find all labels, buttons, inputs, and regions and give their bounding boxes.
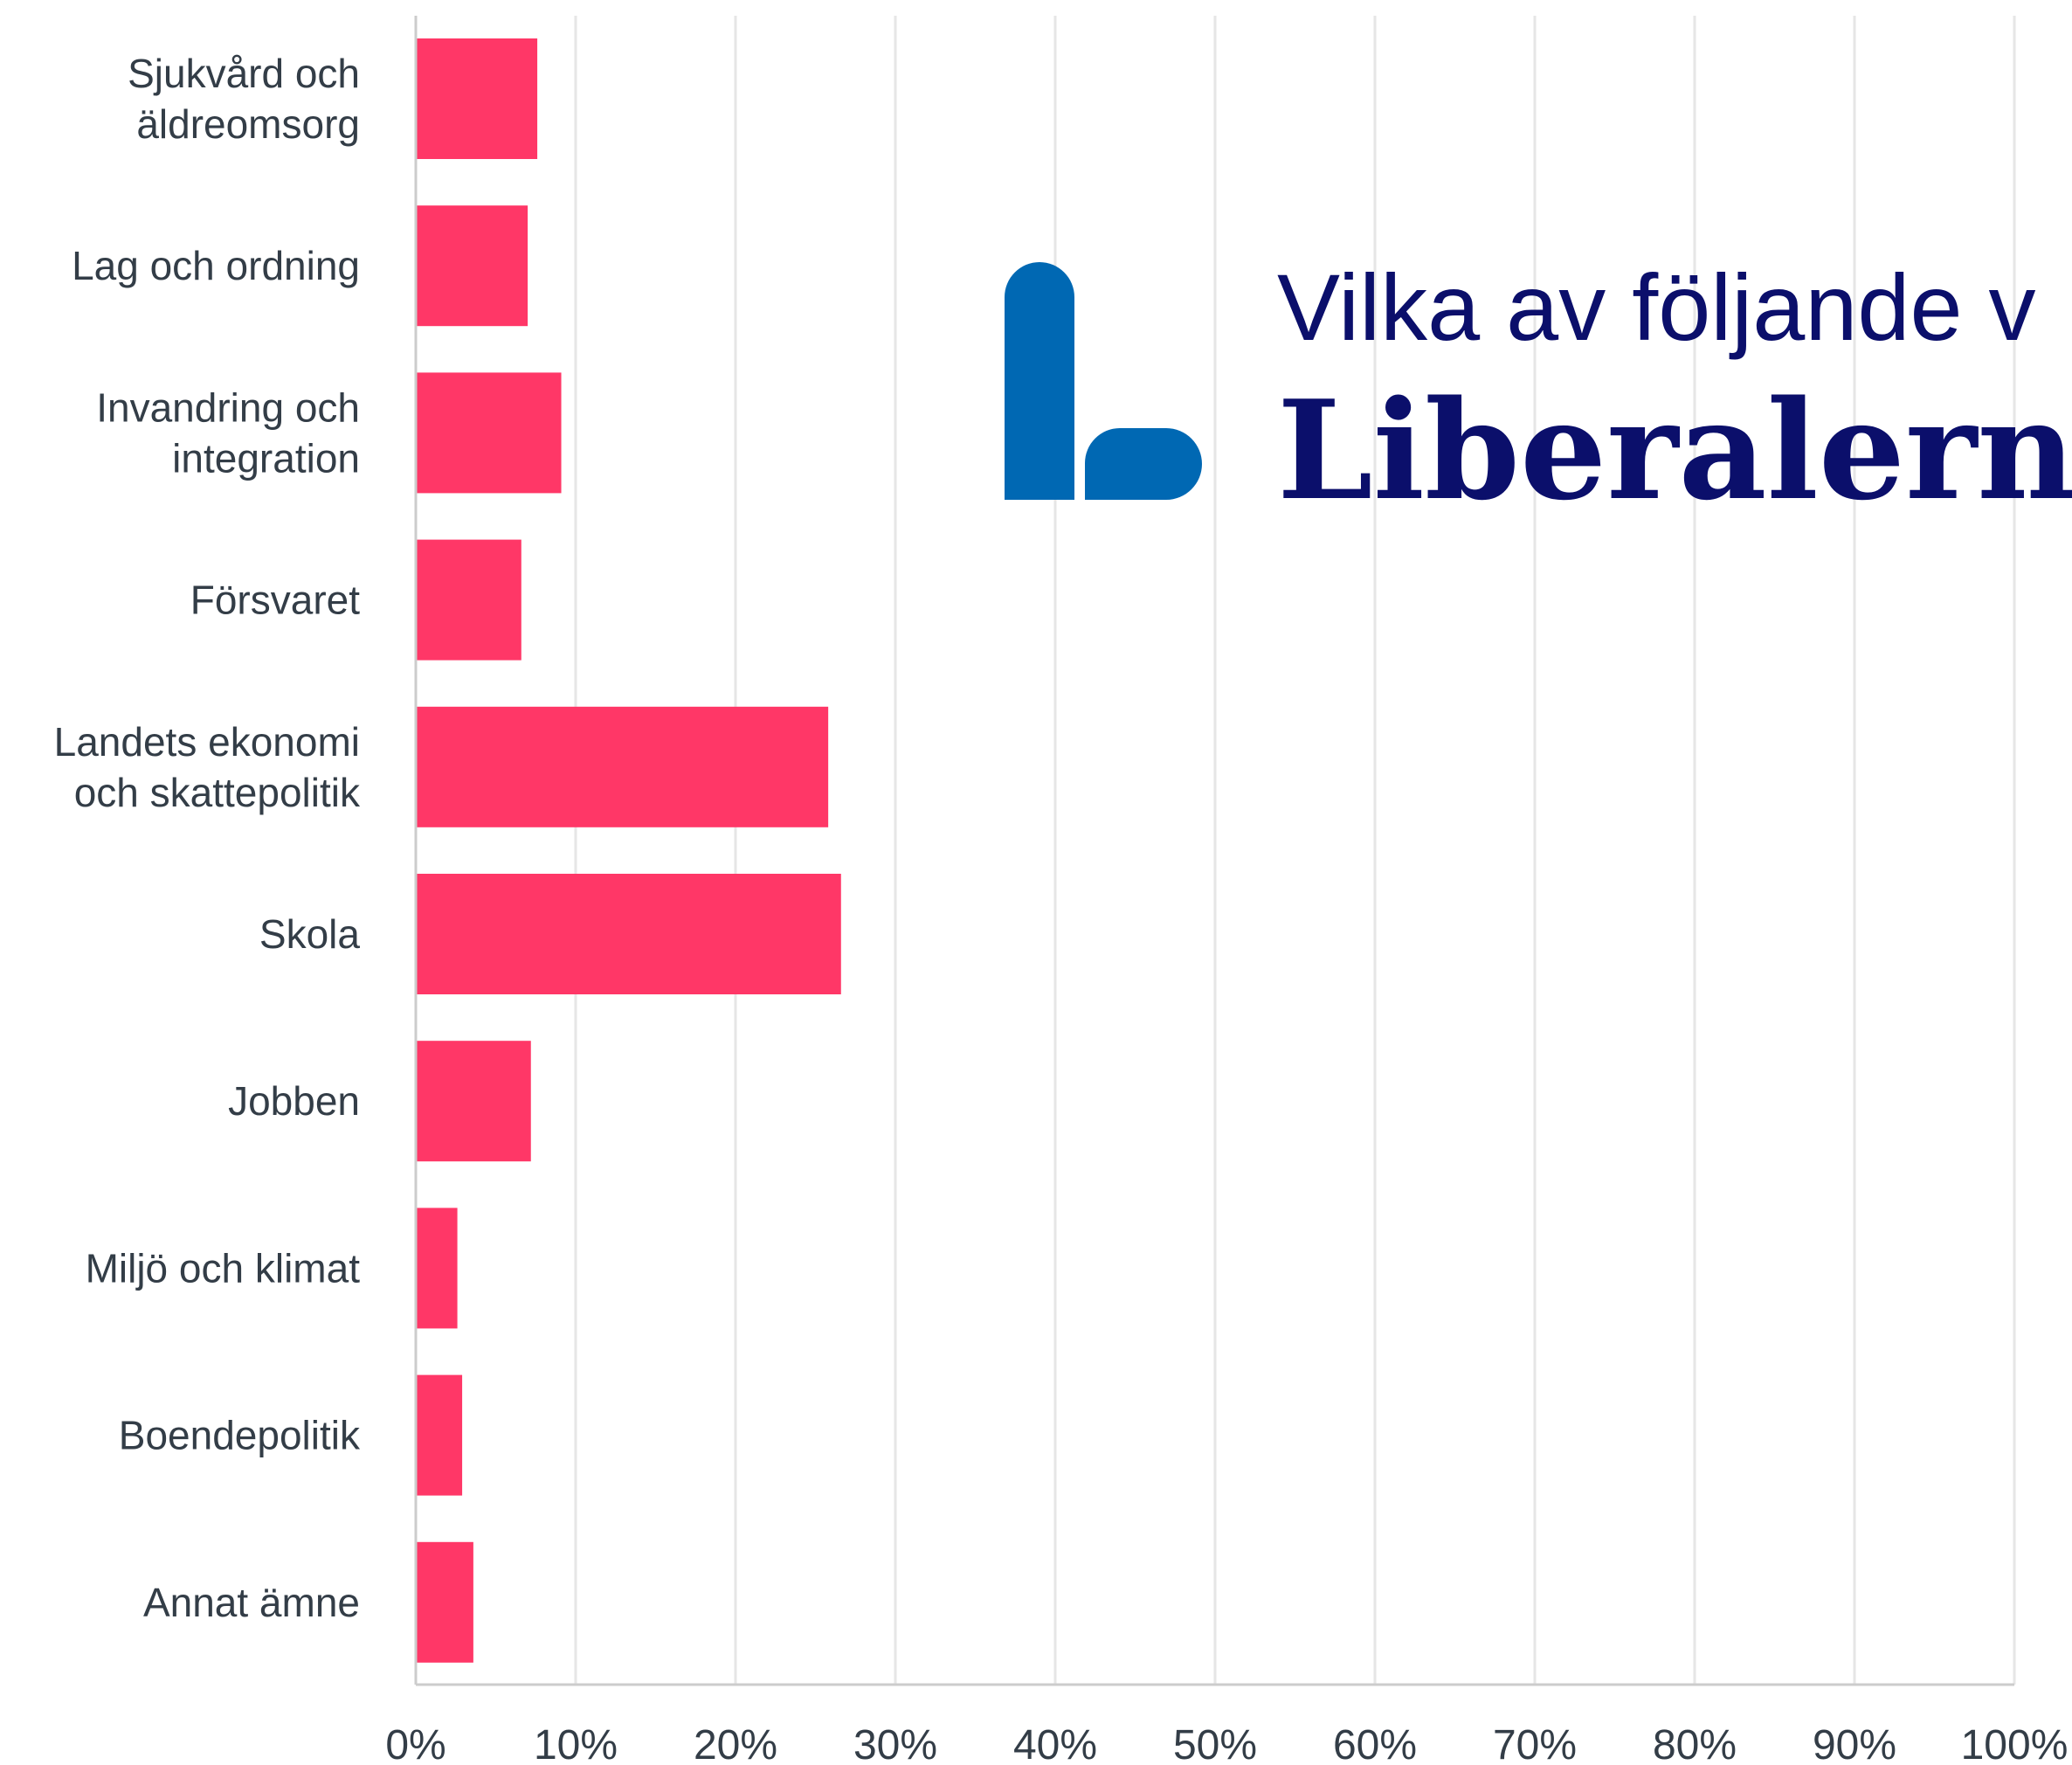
chart-title-line-2: Liberalern <box>1277 370 2072 530</box>
liberalerna-logo-icon <box>1005 262 1202 500</box>
bar <box>416 1041 531 1162</box>
category-label: Lag och ordning <box>72 243 360 288</box>
x-tick-label: 90% <box>1813 1722 1896 1765</box>
category-label: Skola <box>259 911 360 957</box>
logo-horizontal-stroke <box>1085 428 1202 500</box>
category-label: äldreomsorg <box>136 101 360 147</box>
category-labels: Sjukvård och äldreomsorg Lag och ordning In… <box>54 51 361 1625</box>
bar <box>416 874 841 994</box>
bar <box>416 1374 463 1496</box>
bars <box>416 38 841 1663</box>
x-tick-label: 80% <box>1653 1722 1737 1765</box>
axes <box>414 16 2014 1686</box>
x-tick-label: 40% <box>1013 1722 1097 1765</box>
x-tick-label: 20% <box>694 1722 777 1765</box>
x-tick-label: 50% <box>1173 1722 1257 1765</box>
category-label: och skattepolitik <box>74 770 361 815</box>
x-tick-label: 60% <box>1333 1722 1417 1765</box>
category-label: Invandring och <box>96 384 360 430</box>
x-tick-labels: 0% 10% 20% 30% 40% 50% 60% 70% 80% 90% 100% <box>385 1722 2068 1765</box>
bar <box>416 372 562 494</box>
category-label: Annat ämne <box>143 1580 360 1625</box>
bar <box>416 38 538 159</box>
x-tick-label: 100% <box>1961 1722 2069 1765</box>
category-label: Sjukvård och <box>128 51 360 96</box>
category-label: Jobben <box>228 1078 360 1124</box>
category-label: Landets ekonomi <box>54 719 360 765</box>
bar <box>416 706 829 827</box>
x-tick-label: 10% <box>534 1722 618 1765</box>
bar <box>416 1208 458 1329</box>
bar <box>416 205 528 327</box>
logo-vertical-stroke <box>1005 262 1074 500</box>
bar <box>416 539 521 661</box>
category-label: integration <box>172 435 360 481</box>
chart-title-line-1: Vilka av följande v <box>1277 254 2036 360</box>
x-tick-label: 70% <box>1493 1722 1577 1765</box>
bar <box>416 1541 473 1663</box>
x-tick-label: 30% <box>853 1722 937 1765</box>
category-label: Miljö och klimat <box>86 1245 361 1291</box>
x-tick-label: 0% <box>385 1722 445 1765</box>
category-label: Boendepolitik <box>119 1413 361 1458</box>
category-label: Försvaret <box>190 578 360 623</box>
